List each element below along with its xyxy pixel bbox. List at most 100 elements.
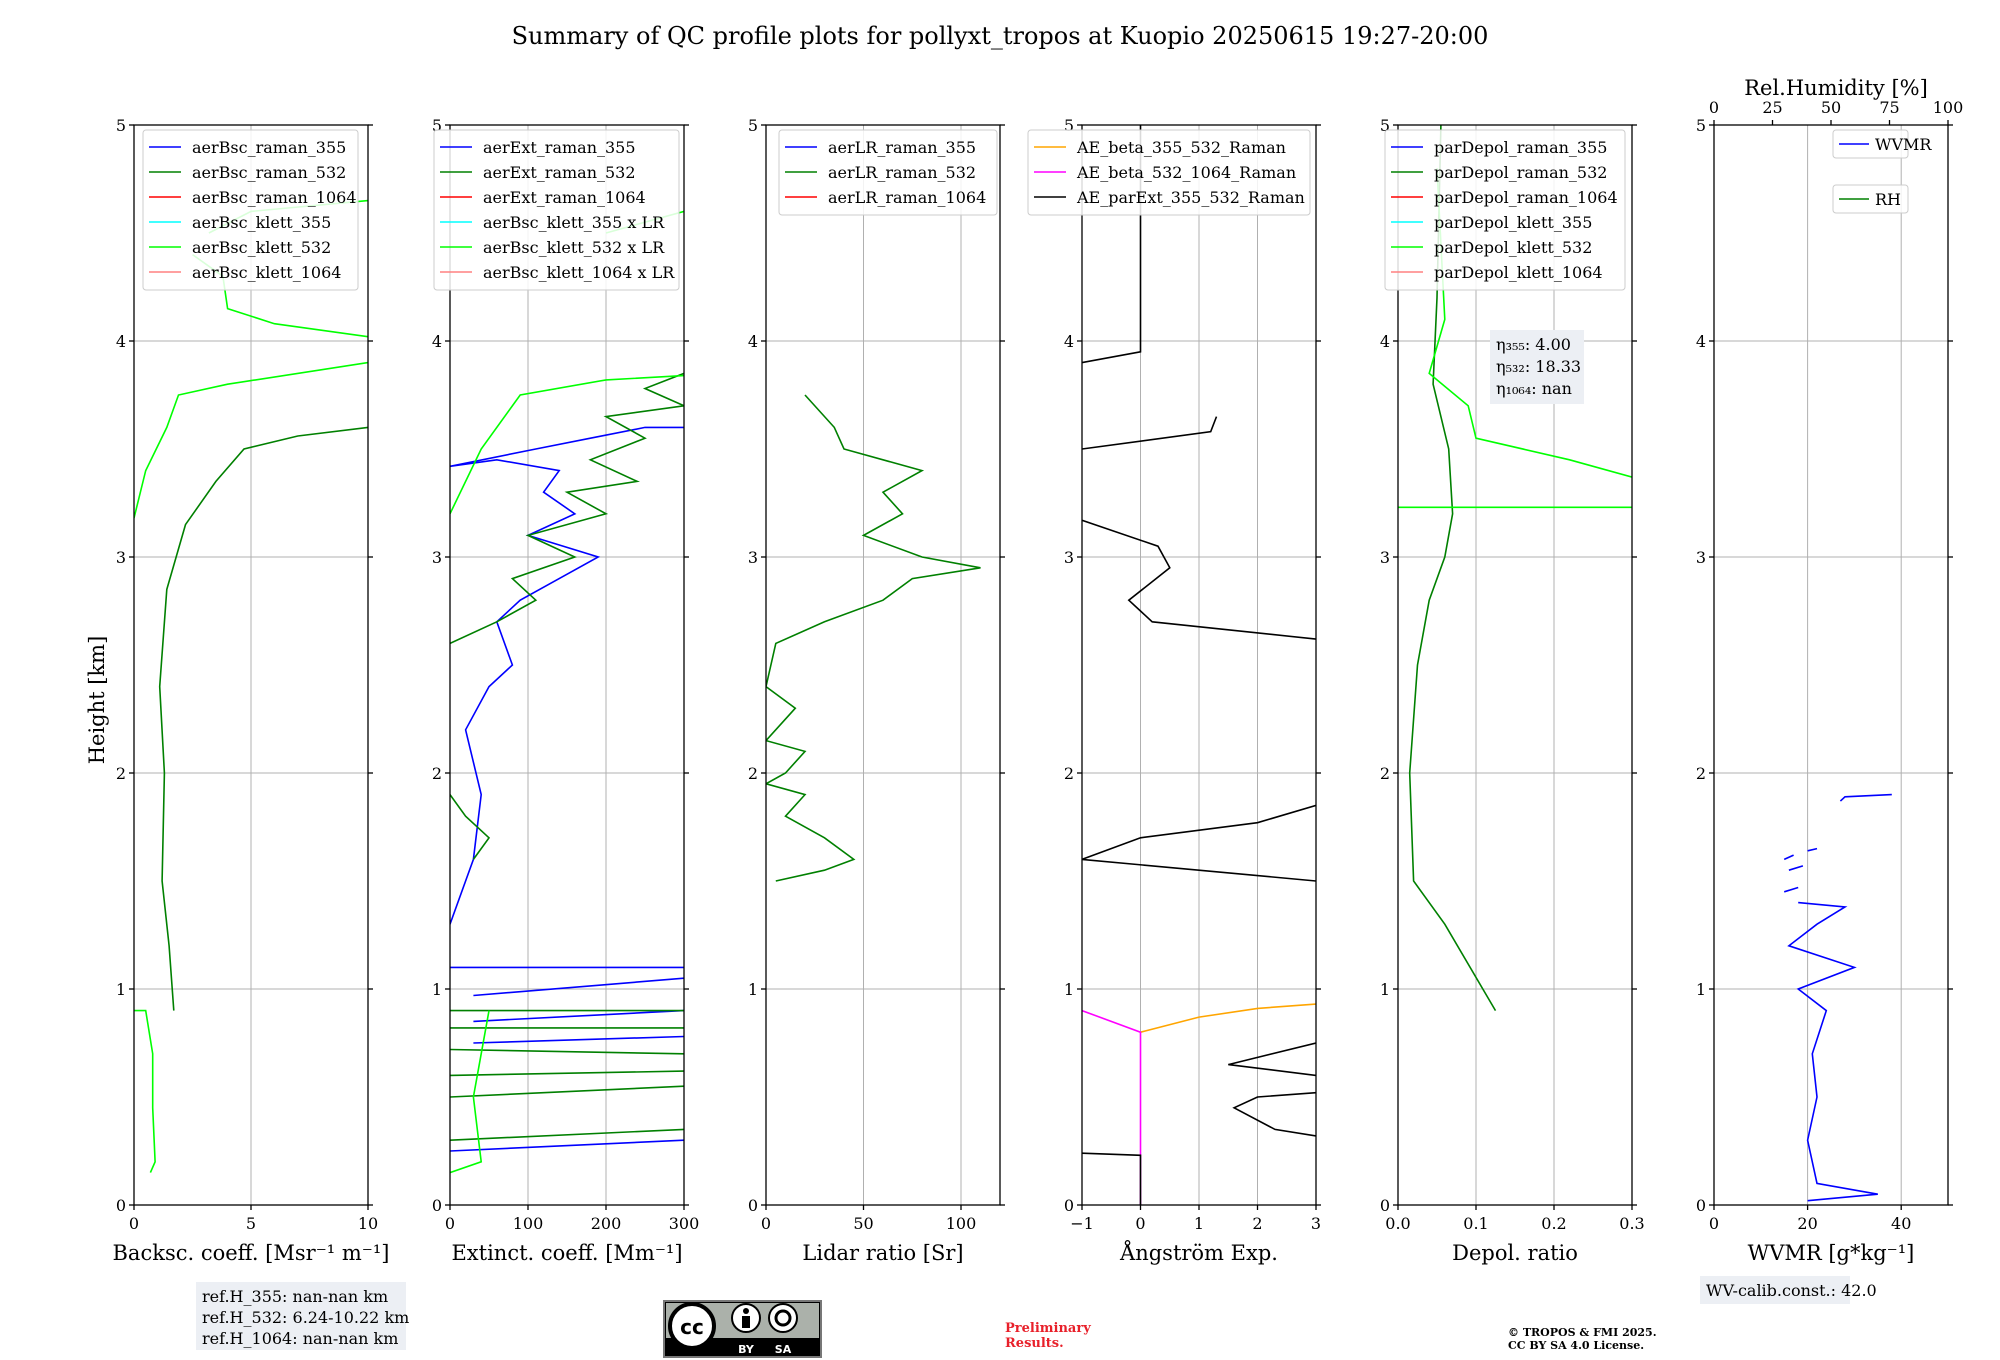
- y-tick-label: 4: [1696, 332, 1706, 351]
- wv-calib-text: WV-calib.const.: 42.0: [1706, 1281, 1877, 1300]
- series-line: [473, 1035, 684, 1044]
- series-line: [450, 1010, 490, 1174]
- y-tick-label: 5: [432, 116, 442, 135]
- legend-entry: aerLR_raman_1064: [828, 188, 986, 207]
- x-axis-label: Backsc. coeff. [Msr⁻¹ m⁻¹]: [113, 1241, 390, 1265]
- x-tick-label: 3: [1311, 1214, 1321, 1233]
- y-tick-label: 3: [116, 548, 126, 567]
- legend-entry: parDepol_klett_1064: [1434, 263, 1603, 282]
- x-axis-label: Extinct. coeff. [Mm⁻¹]: [451, 1241, 682, 1265]
- series-line: [450, 1128, 684, 1141]
- series-group: [1783, 793, 1892, 1202]
- y-tick-label: 2: [116, 764, 126, 783]
- figure-title: Summary of QC profile plots for pollyxt_…: [512, 22, 1489, 50]
- eta-355-text: η₃₅₅: 4.00: [1496, 335, 1571, 354]
- series-line: [134, 361, 368, 519]
- x-axis-label: WVMR [g*kg⁻¹]: [1748, 1241, 1915, 1265]
- panel-1: 0 1 2 3 4 5 0 5 10 Backsc. coeff. [Msr⁻¹ m⁻¹] aerB…: [113, 116, 390, 1265]
- series-line: [1783, 886, 1799, 893]
- series-line: [1783, 854, 1794, 861]
- wv-calib-box: WV-calib.const.: 42.0: [1700, 1276, 1877, 1304]
- x-tick-label: 40: [1891, 1214, 1911, 1233]
- series-line: [766, 394, 981, 882]
- x-tick-label: −1: [1070, 1214, 1094, 1233]
- x-axis-label: Lidar ratio [Sr]: [802, 1241, 963, 1265]
- legend-entry: aerExt_raman_355: [483, 138, 636, 157]
- ref-height-box: ref.H_355: nan-nan km ref.H_532: 6.24-10…: [196, 1282, 409, 1350]
- series-line: [450, 1070, 684, 1077]
- ref-h-532-text: ref.H_532: 6.24-10.22 km: [202, 1308, 409, 1327]
- y-tick-label: 5: [1380, 116, 1390, 135]
- legend: parDepol_raman_355 parDepol_raman_532 parD…: [1384, 129, 1626, 291]
- legend-entry: aerBsc_raman_355: [192, 138, 346, 157]
- top-x-tick-label: 25: [1762, 98, 1782, 117]
- cc-icon: [668, 1302, 716, 1350]
- legend-entry: aerBsc_klett_532 x LR: [483, 238, 665, 257]
- y-tick-label: 4: [748, 332, 758, 351]
- series-line: [134, 1009, 156, 1173]
- legend-entry: aerLR_raman_532: [828, 163, 976, 182]
- y-tick-label: 4: [432, 332, 442, 351]
- y-tick-label: 1: [116, 980, 126, 999]
- y-axis-label: Height [km]: [85, 636, 109, 765]
- legend: aerLR_raman_355 aerLR_raman_532 aerLR_rama…: [778, 129, 998, 216]
- legend-entry: parDepol_raman_355: [1434, 138, 1607, 157]
- series-line: [450, 372, 684, 645]
- x-tick-label: 0: [1135, 1214, 1145, 1233]
- series-line: [450, 374, 684, 515]
- axes-frame: [133, 124, 369, 1206]
- sa-label: SA: [775, 1343, 792, 1356]
- legend-entry: AE_parExt_355_532_Raman: [1076, 188, 1305, 207]
- y-tick-label: 0: [432, 1196, 442, 1215]
- y-tick-label: 0: [1064, 1196, 1074, 1215]
- series-line: [1082, 804, 1316, 861]
- x-tick-label: 5: [246, 1214, 256, 1233]
- top-x-tick-label: 0: [1709, 98, 1719, 117]
- y-tick-label: 4: [1064, 332, 1074, 351]
- axes-frame: [765, 124, 1001, 1206]
- results-text: Results.: [1005, 1336, 1064, 1351]
- series-line: [450, 426, 684, 925]
- series-group: [766, 394, 981, 882]
- series-line: [1140, 1003, 1316, 1033]
- series-line: [450, 1085, 684, 1098]
- y-tick-label: 2: [432, 764, 442, 783]
- series-line: [1082, 1152, 1142, 1205]
- license-text: CC BY SA 4.0 License.: [1508, 1339, 1644, 1352]
- x-tick-label: 0.0: [1385, 1214, 1410, 1233]
- axes-frame: [1397, 124, 1633, 1206]
- series-line: [1082, 858, 1316, 882]
- y-tick-label: 4: [1380, 332, 1390, 351]
- series-group: [450, 210, 684, 1174]
- axes-frame: [449, 124, 685, 1206]
- series-group: [1082, 125, 1316, 1205]
- x-tick-label: 0.3: [1619, 1214, 1644, 1233]
- x-tick-label: 20: [1797, 1214, 1817, 1233]
- top-x-tick-label: 50: [1821, 98, 1841, 117]
- x-tick-label: 0: [129, 1214, 139, 1233]
- legend-entry: aerBsc_raman_532: [192, 163, 346, 182]
- legend-entry: aerBsc_klett_1064: [192, 263, 341, 282]
- legend: aerExt_raman_355 aerExt_raman_532 aerExt_r…: [433, 129, 680, 291]
- legend-entry: aerBsc_klett_1064 x LR: [483, 263, 675, 282]
- y-tick-label: 3: [1380, 548, 1390, 567]
- series-line: [473, 977, 684, 997]
- series-line: [1082, 1009, 1142, 1205]
- y-tick-label: 5: [116, 116, 126, 135]
- y-tick-label: 1: [1064, 980, 1074, 999]
- x-tick-label: 0: [445, 1214, 455, 1233]
- legend-entry: aerBsc_klett_355 x LR: [483, 213, 665, 232]
- legend-entry: parDepol_klett_355: [1434, 213, 1592, 232]
- preliminary-text: Preliminary: [1005, 1321, 1091, 1336]
- top-x-tick-label: 100: [1933, 98, 1964, 117]
- share-alike-icon: [768, 1303, 798, 1333]
- y-tick-label: 0: [1696, 1196, 1706, 1215]
- panel-2: 0 1 2 3 4 5 0 100 200 300 Extinct. coeff. [Mm⁻¹] ae…: [432, 116, 699, 1265]
- x-tick-label: 1: [1194, 1214, 1204, 1233]
- svg-text:cc: cc: [680, 1315, 704, 1339]
- y-tick-label: 0: [748, 1196, 758, 1215]
- series-line: [473, 1009, 684, 1023]
